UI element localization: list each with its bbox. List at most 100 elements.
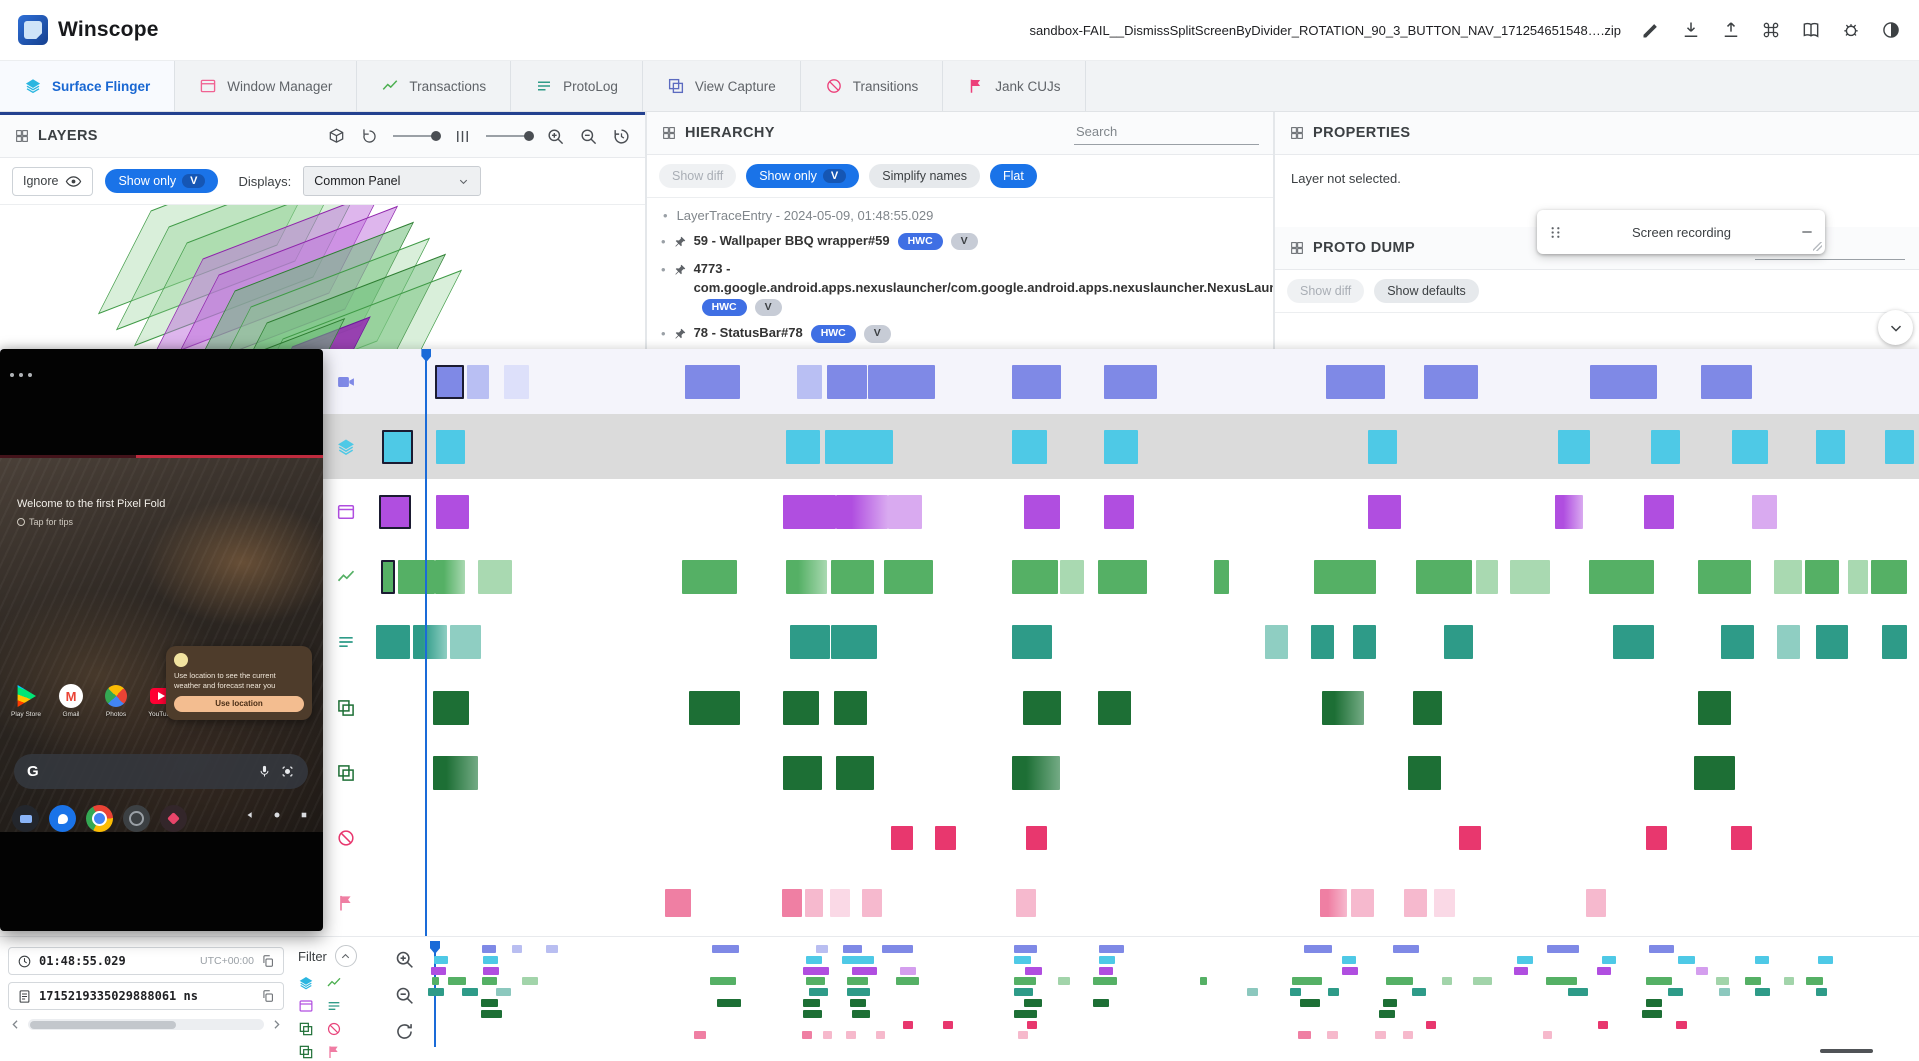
filter-chart-icon[interactable] xyxy=(326,975,342,991)
use-location-button[interactable]: Use location xyxy=(174,695,304,712)
surface-flinger-event[interactable] xyxy=(1885,429,1915,464)
jank-cujs-event[interactable] xyxy=(1320,889,1347,918)
drag-handle-icon[interactable] xyxy=(1547,224,1564,241)
transitions-event[interactable] xyxy=(1025,826,1048,851)
transitions-event[interactable] xyxy=(1645,826,1668,851)
surface-flinger-event[interactable] xyxy=(786,429,821,464)
view-capture-1-event[interactable] xyxy=(834,690,867,725)
transactions-event[interactable] xyxy=(1804,560,1839,595)
filter-stack-icon[interactable] xyxy=(298,1044,314,1060)
ns-time-field[interactable]: 1715219335029888061 ns xyxy=(8,982,284,1010)
protolog-event[interactable] xyxy=(1011,625,1052,660)
pin-icon[interactable] xyxy=(673,263,687,277)
surface-flinger-event[interactable] xyxy=(1650,429,1680,464)
pin-icon[interactable] xyxy=(673,235,687,249)
transactions-event[interactable] xyxy=(477,560,512,595)
filter-lines-icon[interactable] xyxy=(326,998,342,1014)
surface-flinger-event[interactable] xyxy=(1104,429,1139,464)
home-icon[interactable] xyxy=(272,810,282,820)
tab-window-manager[interactable]: Window Manager xyxy=(175,61,358,111)
rotation-slider[interactable] xyxy=(393,131,441,141)
resize-handle[interactable] xyxy=(1813,242,1822,251)
human-time-field[interactable]: 01:48:55.029 UTC+00:00 xyxy=(8,947,284,975)
report-bug-icon[interactable] xyxy=(1841,20,1861,40)
screen-recording-event[interactable] xyxy=(1423,364,1478,399)
screen-recording-event[interactable] xyxy=(467,364,489,399)
recents-icon[interactable] xyxy=(299,810,309,820)
filter-layers-icon[interactable] xyxy=(298,975,314,991)
protolog-event[interactable] xyxy=(1881,625,1907,660)
transactions-event[interactable] xyxy=(1415,560,1472,595)
filter-collapse-button[interactable] xyxy=(334,945,357,967)
transactions-event[interactable] xyxy=(1213,560,1230,595)
view-capture-2-event[interactable] xyxy=(1693,755,1736,790)
transactions-event[interactable] xyxy=(681,560,738,595)
transactions-event[interactable] xyxy=(1314,560,1376,595)
jank-cujs-event[interactable] xyxy=(781,889,802,918)
view-capture-2-event[interactable] xyxy=(1408,755,1441,790)
surface-flinger-event[interactable] xyxy=(825,429,893,464)
surface-flinger-event[interactable] xyxy=(1815,429,1845,464)
transitions-track-icon[interactable] xyxy=(336,828,356,848)
transactions-event[interactable] xyxy=(1059,560,1085,595)
copy-icon[interactable] xyxy=(261,989,275,1003)
protolog-event[interactable] xyxy=(789,625,830,660)
documentation-icon[interactable] xyxy=(1801,20,1821,40)
dark-mode-icon[interactable] xyxy=(1881,20,1901,40)
jank-cujs-event[interactable] xyxy=(1403,889,1427,918)
view-capture-1-event[interactable] xyxy=(1098,690,1131,725)
protolog-track-icon[interactable] xyxy=(336,632,356,652)
screen-recording-event[interactable] xyxy=(504,364,529,399)
screen-recording-event[interactable] xyxy=(684,364,741,399)
zoom-in-icon[interactable] xyxy=(546,127,565,146)
tab-jank-cujs[interactable]: Jank CUJs xyxy=(943,61,1086,111)
screen-recording-event[interactable] xyxy=(868,364,935,399)
jank-cujs-event[interactable] xyxy=(1434,889,1455,918)
view-capture-2-event[interactable] xyxy=(433,755,478,790)
hierarchy-node[interactable]: 4773 - com.google.android.apps.nexuslaun… xyxy=(661,260,1273,317)
protolog-event[interactable] xyxy=(1352,625,1376,660)
tab-transactions[interactable]: Transactions xyxy=(357,61,512,111)
protolog-event[interactable] xyxy=(1721,625,1754,660)
transactions-event[interactable] xyxy=(1510,560,1551,595)
flat-button[interactable]: Flat xyxy=(989,164,1037,188)
view-capture-1-event[interactable] xyxy=(1321,690,1364,725)
scroll-left-icon[interactable] xyxy=(8,1017,23,1032)
screen-recording-event[interactable] xyxy=(1701,364,1753,399)
transactions-event[interactable] xyxy=(1773,560,1802,595)
transitions-event[interactable] xyxy=(891,826,913,851)
view-capture-1-event[interactable] xyxy=(1698,690,1731,725)
transactions-event[interactable] xyxy=(1848,560,1869,595)
window-manager-event[interactable] xyxy=(1554,495,1583,530)
screen-recording-overlay[interactable]: Welcome to the first Pixel Fold Tap for … xyxy=(0,349,323,931)
tab-transitions[interactable]: Transitions xyxy=(801,61,944,111)
surface-flinger-event[interactable] xyxy=(1557,429,1591,464)
view-capture-1-event[interactable] xyxy=(433,690,469,725)
jank-cujs-event[interactable] xyxy=(804,889,824,918)
screen-recording-event[interactable] xyxy=(434,364,464,399)
surface-flinger-event[interactable] xyxy=(436,429,466,464)
layer-trace-entry-root[interactable]: LayerTraceEntry - 2024-05-09, 01:48:55.0… xyxy=(661,208,1259,223)
timeline-zoom-out-icon[interactable] xyxy=(394,985,415,1006)
minimize-icon[interactable] xyxy=(1799,224,1815,240)
3d-view-icon[interactable] xyxy=(327,127,346,146)
layers-3d-view[interactable] xyxy=(0,205,645,349)
proto-show-diff-button[interactable]: Show diff xyxy=(1287,279,1365,303)
window-manager-event[interactable] xyxy=(1368,495,1401,530)
screen-recording-event[interactable] xyxy=(1011,364,1062,399)
protolog-event[interactable] xyxy=(1777,625,1801,660)
lens-icon[interactable] xyxy=(280,764,295,779)
transactions-event[interactable] xyxy=(831,560,875,595)
timeline-reset-zoom-icon[interactable] xyxy=(394,1021,415,1042)
shortcuts-icon[interactable] xyxy=(1761,20,1781,40)
show-defaults-button[interactable]: Show defaults xyxy=(1374,279,1479,303)
transactions-track-icon[interactable] xyxy=(336,567,356,587)
view-capture-1-event[interactable] xyxy=(783,690,819,725)
mic-icon[interactable] xyxy=(257,764,272,779)
edit-file-icon[interactable] xyxy=(1641,20,1661,40)
transactions-event[interactable] xyxy=(1011,560,1058,595)
filter-stack-icon[interactable] xyxy=(298,1021,314,1037)
jank-cujs-event[interactable] xyxy=(829,889,850,918)
mini-timeline-range-thumb[interactable] xyxy=(1820,1049,1874,1053)
filter-slash-icon[interactable] xyxy=(326,1021,342,1037)
